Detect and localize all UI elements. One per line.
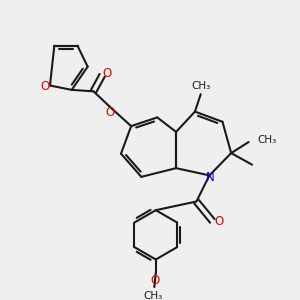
Text: O: O [214, 215, 223, 228]
Text: O: O [103, 68, 112, 80]
Text: O: O [151, 274, 160, 287]
Text: CH₃: CH₃ [258, 135, 277, 145]
Text: O: O [40, 80, 50, 93]
Text: CH₃: CH₃ [144, 291, 163, 300]
Text: N: N [206, 171, 214, 184]
Text: O: O [105, 106, 115, 119]
Text: CH₃: CH₃ [192, 81, 211, 91]
